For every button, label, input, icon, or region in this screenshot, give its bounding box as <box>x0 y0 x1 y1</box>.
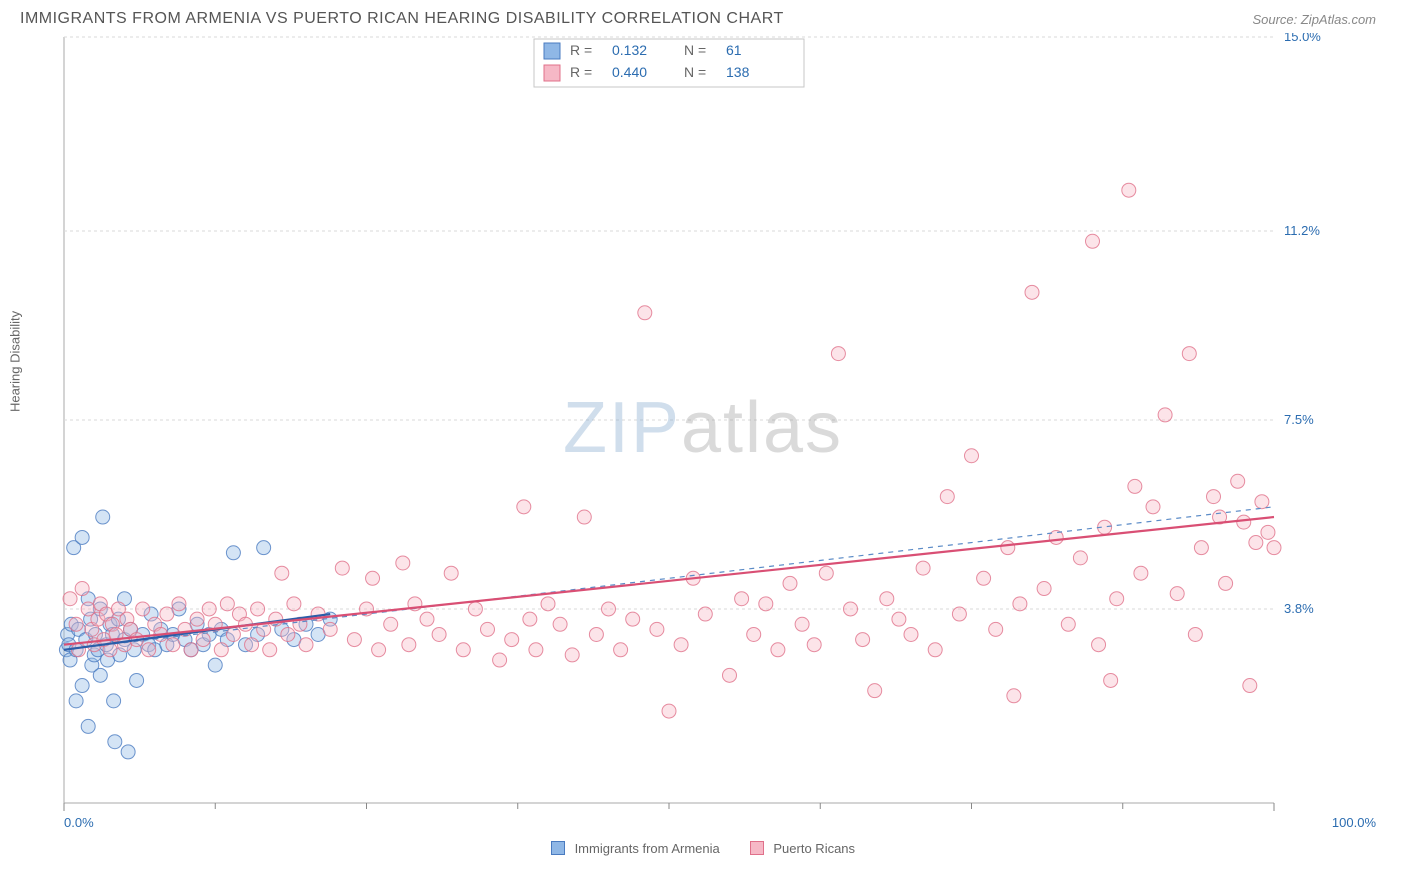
svg-text:R =: R = <box>570 64 592 80</box>
legend-item-pr: Puerto Ricans <box>750 841 855 856</box>
svg-text:138: 138 <box>726 64 750 80</box>
legend-label-pr: Puerto Ricans <box>773 841 855 856</box>
legend-swatch-pr <box>750 841 764 855</box>
svg-text:3.8%: 3.8% <box>1284 601 1314 616</box>
chart-header: IMMIGRANTS FROM ARMENIA VS PUERTO RICAN … <box>0 0 1406 33</box>
svg-text:N =: N = <box>684 42 706 58</box>
svg-text:11.2%: 11.2% <box>1284 223 1320 238</box>
legend-label-armenia: Immigrants from Armenia <box>575 841 720 856</box>
source-label: Source: ZipAtlas.com <box>1252 12 1376 27</box>
svg-text:0.440: 0.440 <box>612 64 647 80</box>
legend-bottom: Immigrants from Armenia Puerto Ricans <box>20 841 1386 856</box>
svg-text:61: 61 <box>726 42 742 58</box>
legend-item-armenia: Immigrants from Armenia <box>551 841 720 856</box>
chart-container: Hearing Disability 3.8%7.5%11.2%15.0%R =… <box>20 33 1386 856</box>
scatter-chart: 3.8% 7.5% 11.2% 15.0% R = 0.132 N = 61 R = 0.440… <box>20 33 1330 813</box>
chart-title: IMMIGRANTS FROM ARMENIA VS PUERTO RICAN … <box>20 10 784 28</box>
legend-swatch-armenia <box>551 841 565 855</box>
svg-text:N =: N = <box>684 64 706 80</box>
x-axis-labels: 0.0% 100.0% <box>20 815 1386 837</box>
svg-text:7.5%: 7.5% <box>1284 412 1314 427</box>
svg-text:0.132: 0.132 <box>612 42 647 58</box>
svg-text:R =: R = <box>570 42 592 58</box>
svg-text:15.0%: 15.0% <box>1284 33 1321 44</box>
x-tick-min: 0.0% <box>64 815 94 830</box>
x-tick-max: 100.0% <box>1332 815 1376 830</box>
y-axis-label: Hearing Disability <box>8 310 23 411</box>
